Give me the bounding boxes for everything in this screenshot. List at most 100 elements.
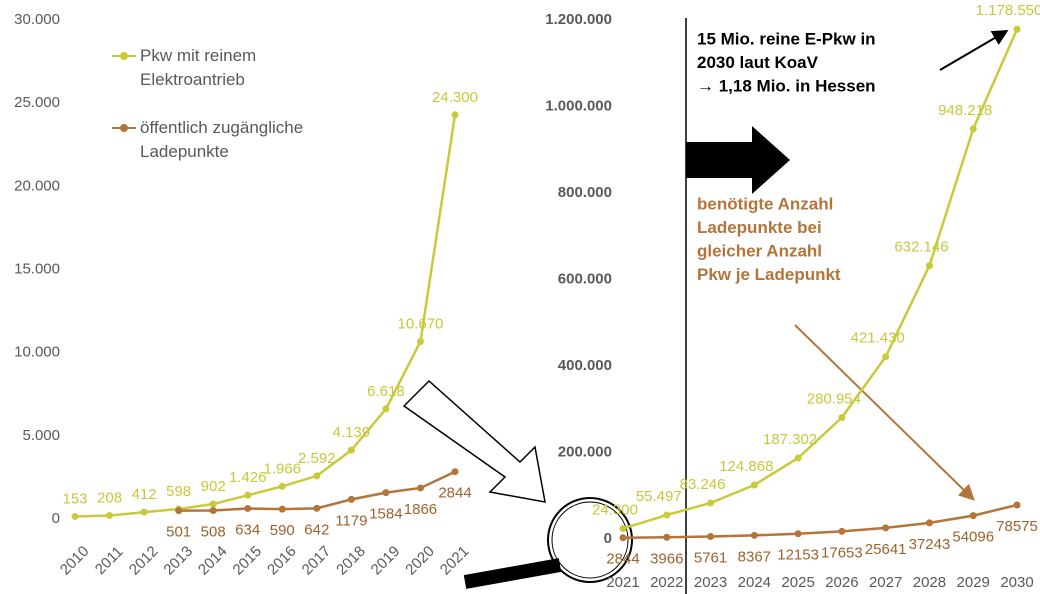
data-label: 17653 (821, 544, 863, 561)
series-line (74, 114, 457, 518)
point (750, 481, 758, 489)
point (244, 504, 252, 512)
y-tick-label: 0 (604, 530, 612, 547)
data-label: 598 (166, 483, 191, 500)
annotation: Pkw je Ladepunkt (697, 265, 841, 284)
data-label: 55.497 (636, 488, 682, 505)
point (619, 534, 627, 542)
point (1013, 501, 1021, 509)
point (175, 507, 183, 515)
x-tick-label: 2024 (738, 574, 771, 591)
y-tick-label: 0 (52, 510, 60, 527)
x-tick-label: 2027 (869, 574, 902, 591)
x-tick-label: 2011 (92, 543, 127, 578)
point (969, 512, 977, 520)
data-label: 1.426 (229, 469, 267, 486)
y-tick-label: 20.000 (14, 177, 60, 194)
point (209, 507, 217, 515)
x-tick-label: 2028 (913, 574, 946, 591)
point (382, 489, 390, 497)
series-line (622, 28, 1019, 530)
data-label: 902 (201, 478, 226, 495)
data-label: 78575 (996, 518, 1038, 535)
x-tick-label: 2015 (230, 543, 266, 579)
x-tick-label: 2013 (160, 543, 196, 579)
x-tick-label: 2021 (437, 543, 473, 579)
data-label: 5761 (694, 549, 727, 566)
y-tick-label: 1.000.000 (545, 97, 612, 114)
legend-entry: Pkw mit reinem Elektroantrieb (110, 44, 350, 92)
point (1013, 25, 1021, 33)
data-label: 508 (201, 524, 226, 541)
data-label: 4.139 (333, 424, 371, 441)
y-tick-label: 600.000 (558, 270, 612, 287)
point (382, 405, 390, 413)
magnifier-inner (551, 501, 629, 579)
point (416, 338, 424, 346)
point (882, 353, 890, 361)
data-label: 1866 (404, 501, 437, 518)
data-label: 948.218 (938, 102, 992, 119)
point (313, 504, 321, 512)
x-tick-label: 2016 (264, 543, 300, 579)
annotation-arrow (939, 29, 1009, 71)
data-label: 24.300 (432, 89, 478, 106)
data-label: 2844 (606, 551, 639, 568)
point (451, 111, 459, 119)
y-tick-label: 800.000 (558, 184, 612, 201)
data-label: 25641 (865, 541, 907, 558)
point (794, 530, 802, 538)
annotation: benötigte Anzahl (697, 194, 833, 213)
point (663, 511, 671, 519)
data-label: 590 (270, 522, 295, 539)
x-tick-label: 2012 (126, 543, 162, 579)
point (969, 125, 977, 133)
annotation: → 1,18 Mio. in Hessen (697, 76, 876, 95)
legend-label: Pkw mit reinem Elektroantrieb (140, 46, 257, 89)
y-tick-label: 1.200.000 (545, 11, 612, 28)
data-label: 6.618 (367, 383, 405, 400)
point (925, 519, 933, 527)
point (313, 472, 321, 480)
data-label: 3966 (650, 550, 683, 567)
x-tick-label: 2030 (1000, 574, 1033, 591)
point (106, 512, 114, 520)
point (71, 512, 79, 520)
point (794, 454, 802, 462)
point (619, 524, 627, 532)
annotation: 15 Mio. reine E-Pkw in (697, 29, 876, 48)
point (882, 524, 890, 532)
x-tick-label: 2023 (694, 574, 727, 591)
x-tick-label: 2020 (402, 543, 438, 579)
point (838, 527, 846, 535)
x-tick-label: 2014 (195, 543, 231, 579)
data-label: 187.302 (763, 431, 817, 448)
data-label: 642 (304, 521, 329, 538)
y-tick-label: 200.000 (558, 443, 612, 460)
data-label: 1584 (369, 506, 402, 523)
data-label: 83.246 (680, 476, 726, 493)
point (347, 495, 355, 503)
y-tick-label: 30.000 (14, 11, 60, 28)
data-label: 37243 (909, 536, 951, 553)
point (140, 508, 148, 516)
data-label: 2.592 (298, 450, 336, 467)
y-tick-label: 25.000 (14, 94, 60, 111)
x-tick-label: 2010 (57, 543, 93, 579)
magnifier (547, 497, 633, 583)
x-tick-label: 2029 (957, 574, 990, 591)
x-tick-label: 2025 (781, 574, 814, 591)
point (838, 413, 846, 421)
series-line (622, 503, 1018, 540)
x-tick-label: 2018 (333, 543, 369, 579)
point (663, 533, 671, 541)
x-tick-label: 2021 (606, 574, 639, 591)
data-label: 10.670 (398, 315, 444, 332)
annotation: 2030 laut KoaV (697, 53, 819, 72)
data-label: 1.966 (263, 460, 301, 477)
point (750, 531, 758, 539)
point (278, 505, 286, 513)
y-tick-label: 15.000 (14, 260, 60, 277)
